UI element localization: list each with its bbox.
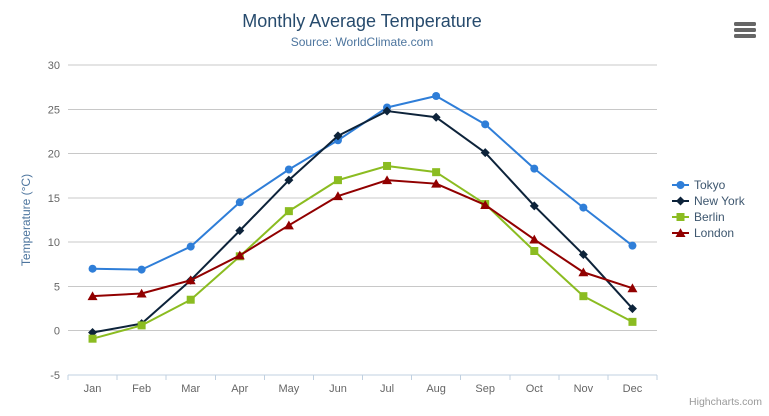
data-point-london[interactable] bbox=[283, 220, 294, 230]
legend-circle-icon bbox=[672, 181, 689, 189]
data-point-tokyo[interactable] bbox=[579, 203, 588, 212]
legend-label: Berlin bbox=[694, 210, 725, 224]
x-axis-tick-label: Aug bbox=[426, 383, 446, 395]
data-point-london[interactable] bbox=[87, 291, 98, 301]
data-point-berlin[interactable] bbox=[137, 321, 146, 330]
y-axis-tick-label: 0 bbox=[54, 326, 60, 338]
legend-label: London bbox=[694, 226, 735, 240]
x-axis-tick-label: Feb bbox=[132, 383, 151, 395]
x-axis-tick-label: Jun bbox=[329, 383, 347, 395]
x-axis-tick-label: May bbox=[278, 383, 299, 395]
legend-item-berlin[interactable]: Berlin bbox=[672, 209, 745, 225]
series-line-london bbox=[91, 179, 634, 298]
data-point-tokyo[interactable] bbox=[88, 264, 97, 273]
export-menu-button[interactable] bbox=[732, 20, 758, 40]
data-point-london[interactable] bbox=[480, 200, 491, 209]
legend-item-tokyo[interactable]: Tokyo bbox=[672, 177, 745, 193]
y-axis-tick-label: 25 bbox=[48, 104, 60, 116]
y-axis-tick-label: 30 bbox=[48, 60, 60, 72]
y-axis-title: Temperature (°C) bbox=[19, 173, 33, 267]
data-point-tokyo[interactable] bbox=[284, 165, 293, 174]
legend-item-new-york[interactable]: New York bbox=[672, 193, 745, 209]
legend-square-icon bbox=[672, 213, 689, 221]
y-axis-tick-label: 15 bbox=[48, 193, 60, 205]
data-point-berlin[interactable] bbox=[628, 317, 637, 326]
legend-label: Tokyo bbox=[694, 178, 726, 192]
data-point-berlin[interactable] bbox=[284, 207, 293, 216]
data-point-tokyo[interactable] bbox=[530, 164, 539, 173]
data-point-berlin[interactable] bbox=[530, 247, 539, 255]
series-line-new-york bbox=[91, 110, 634, 334]
data-point-new-york[interactable] bbox=[382, 106, 392, 116]
data-point-berlin[interactable] bbox=[88, 334, 97, 343]
hamburger-menu-icon bbox=[734, 34, 756, 38]
credits-link[interactable]: Highcharts.com bbox=[689, 396, 762, 408]
data-point-london[interactable] bbox=[627, 283, 638, 293]
x-axis-tick-label: Mar bbox=[181, 383, 200, 395]
data-point-london[interactable] bbox=[136, 288, 147, 298]
data-point-london[interactable] bbox=[234, 250, 245, 260]
x-axis-tick-label: Nov bbox=[574, 383, 594, 395]
data-point-tokyo[interactable] bbox=[137, 265, 146, 274]
data-point-berlin[interactable] bbox=[579, 292, 588, 301]
data-point-new-york[interactable] bbox=[284, 175, 294, 185]
data-point-london[interactable] bbox=[382, 175, 393, 185]
data-point-new-york[interactable] bbox=[578, 250, 588, 260]
x-axis-tick-label: Apr bbox=[231, 383, 248, 395]
x-axis-tick-label: Oct bbox=[526, 383, 543, 395]
data-point-london[interactable] bbox=[332, 191, 343, 201]
legend-diamond-icon bbox=[672, 196, 689, 206]
series-line-tokyo bbox=[91, 95, 634, 271]
hamburger-menu-icon bbox=[734, 28, 756, 32]
data-point-new-york[interactable] bbox=[627, 304, 637, 314]
data-point-tokyo[interactable] bbox=[481, 120, 490, 129]
y-axis-tick-label: 10 bbox=[48, 237, 60, 249]
legend-item-london[interactable]: London bbox=[672, 225, 745, 241]
legend-triangle-icon bbox=[672, 228, 689, 237]
data-point-london[interactable] bbox=[185, 275, 196, 285]
data-point-berlin[interactable] bbox=[383, 161, 392, 170]
data-point-new-york[interactable] bbox=[235, 226, 245, 236]
data-point-london[interactable] bbox=[431, 178, 442, 188]
data-point-new-york[interactable] bbox=[529, 201, 539, 211]
data-point-london[interactable] bbox=[529, 234, 540, 244]
data-point-tokyo[interactable] bbox=[432, 92, 441, 100]
data-point-london[interactable] bbox=[578, 267, 589, 277]
series-line-berlin bbox=[91, 164, 634, 340]
y-axis-tick-label: 5 bbox=[54, 281, 60, 293]
legend-label: New York bbox=[694, 194, 745, 208]
x-axis-tick-label: Jan bbox=[84, 383, 102, 395]
hamburger-menu-icon bbox=[734, 22, 756, 26]
data-point-berlin[interactable] bbox=[333, 176, 342, 185]
data-point-tokyo[interactable] bbox=[628, 241, 637, 250]
data-point-tokyo[interactable] bbox=[186, 242, 195, 251]
x-axis-tick-label: Dec bbox=[623, 383, 643, 395]
data-point-berlin[interactable] bbox=[432, 168, 441, 177]
y-axis-tick-label: 20 bbox=[48, 149, 60, 161]
x-axis-tick-label: Jul bbox=[380, 383, 394, 395]
y-axis-tick-label: -5 bbox=[50, 370, 60, 382]
chart-title: Monthly Average Temperature bbox=[242, 11, 482, 31]
chart-subtitle: Source: WorldClimate.com bbox=[290, 35, 434, 49]
data-point-tokyo[interactable] bbox=[235, 198, 244, 207]
data-point-berlin[interactable] bbox=[186, 295, 195, 304]
data-point-new-york[interactable] bbox=[480, 148, 490, 158]
x-axis-tick-label: Sep bbox=[475, 383, 495, 395]
legend: Tokyo New York Berlin London bbox=[672, 177, 745, 241]
data-point-new-york[interactable] bbox=[333, 131, 343, 141]
data-point-new-york[interactable] bbox=[431, 112, 441, 122]
